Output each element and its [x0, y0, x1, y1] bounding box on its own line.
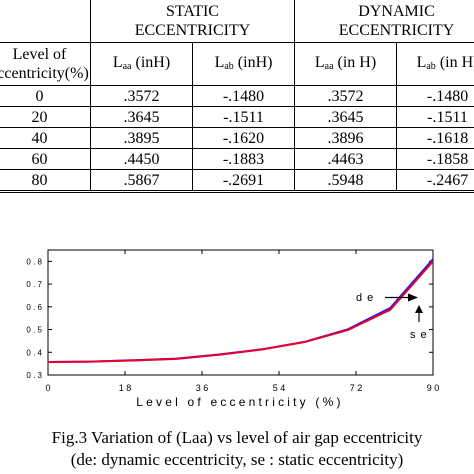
- arrow-se-head: [415, 305, 423, 313]
- dynamic-lab-header: Lab (in H): [396, 42, 474, 86]
- table-group-header-row: STATIC ECCENTRICITY DYNAMIC ECCENTRICITY: [0, 0, 474, 43]
- static-lab-cell: -.1511: [191, 106, 296, 128]
- caption-line-1: Fig.3 Variation of (Laa) vs level of air…: [51, 428, 423, 447]
- table-corner-cell: [0, 0, 91, 43]
- laa-eccentricity-chart: 0 . 3 0 . 4 0 . 5 0 . 6 0 . 7 0 . 8 0 1 8 3 6 5 …: [26, 249, 439, 409]
- dynamic-lab-cell: -.1618: [396, 127, 474, 149]
- table-row: 80 .5867 -.2691 .5948 -.2467: [0, 169, 474, 192]
- dynamic-lab-cell: -.1480: [396, 85, 474, 107]
- figure-caption: Fig.3 Variation of (Laa) vs level of air…: [0, 427, 474, 471]
- level-header-cell: Level of eccentricity(%): [0, 42, 91, 86]
- y-axis: 0 . 3 0 . 4 0 . 5 0 . 6 0 . 7 0 . 8: [26, 257, 433, 380]
- static-lab-header: Lab (inH): [191, 42, 296, 86]
- level-cell: 80: [0, 169, 91, 192]
- static-lab-cell: -.2691: [191, 169, 296, 192]
- series-line-de: [47, 258, 434, 363]
- series-line-se: [47, 260, 434, 363]
- static-laa-cell: .3645: [90, 106, 193, 128]
- static-lab-cell: -.1883: [191, 148, 296, 170]
- static-lab-cell: -.1480: [191, 85, 296, 107]
- y-tick-label: 0 . 5: [26, 326, 42, 335]
- x-axis-label: Level of eccentricity (%): [136, 395, 343, 409]
- dynamic-laa-cell: .5948: [294, 169, 398, 192]
- dynamic-eccentricity-label: DYNAMIC ECCENTRICITY: [338, 3, 455, 39]
- static-eccentricity-label: STATIC ECCENTRICITY: [134, 3, 251, 39]
- static-laa-cell: .3572: [90, 85, 193, 107]
- inductance-table: STATIC ECCENTRICITY DYNAMIC ECCENTRICITY…: [0, 0, 474, 193]
- table-column-header-row: Level of eccentricity(%) Laa (inH) Lab (…: [0, 42, 474, 86]
- laa-symbol: Laa: [112, 53, 132, 72]
- level-cell: 0: [0, 85, 91, 107]
- x-tick-label: 3 6: [196, 383, 209, 393]
- plot-frame: [47, 249, 434, 376]
- dynamic-laa-cell: .4463: [294, 148, 398, 170]
- dynamic-laa-cell: .3572: [294, 85, 398, 107]
- x-tick-label: 9 0: [427, 383, 440, 393]
- annotation-de: d e: [356, 292, 374, 304]
- x-axis: 0 1 8 3 6 5 4 7 2 9 0: [45, 250, 439, 393]
- annotation-se: s e: [410, 329, 428, 341]
- caption-line-2: (de: dynamic eccentricity, se : static e…: [70, 450, 404, 469]
- static-laa-unit: (inH): [135, 53, 171, 71]
- dynamic-lab-cell: -.1858: [396, 148, 474, 170]
- arrow-de-head: [408, 293, 418, 302]
- static-laa-cell: .3895: [90, 127, 193, 149]
- x-tick-label: 0: [45, 383, 50, 393]
- dynamic-laa-header: Laa (in H): [294, 42, 398, 86]
- level-cell: 40: [0, 127, 91, 149]
- x-tick-label: 7 2: [350, 383, 363, 393]
- y-tick-label: 0 . 3: [26, 371, 42, 380]
- static-laa-header: Laa (inH): [90, 42, 193, 86]
- dynamic-laa-unit: (in H): [337, 53, 377, 71]
- series-layer: [47, 258, 434, 363]
- data-table-region: STATIC ECCENTRICITY DYNAMIC ECCENTRICITY…: [0, 0, 474, 210]
- annotations: d e s e: [356, 292, 428, 341]
- y-tick-label: 0 . 6: [26, 303, 42, 312]
- static-lab-cell: -.1620: [191, 127, 296, 149]
- level-cell: 20: [0, 106, 91, 128]
- table-row: 40 .3895 -.1620 .3896 -.1618: [0, 127, 474, 149]
- lab-symbol: Lab: [416, 53, 436, 72]
- y-tick-label: 0 . 8: [26, 257, 42, 266]
- dynamic-lab-cell: -.2467: [396, 169, 474, 192]
- table-row: 60 .4450 -.1883 .4463 -.1858: [0, 148, 474, 170]
- level-header-label: Level of eccentricity(%): [0, 46, 89, 82]
- static-laa-cell: .5867: [90, 169, 193, 192]
- level-cell: 60: [0, 148, 91, 170]
- static-eccentricity-header: STATIC ECCENTRICITY: [89, 0, 296, 43]
- lab-symbol: Lab: [214, 53, 234, 72]
- y-tick-label: 0 . 4: [26, 348, 42, 357]
- dynamic-lab-unit: (in H): [439, 53, 474, 71]
- dynamic-eccentricity-header: DYNAMIC ECCENTRICITY: [294, 0, 474, 43]
- table-row: 0 .3572 -.1480 .3572 -.1480: [0, 85, 474, 107]
- x-tick-label: 1 8: [119, 383, 132, 393]
- x-tick-label: 5 4: [273, 383, 286, 393]
- dynamic-laa-cell: .3645: [294, 106, 398, 128]
- static-laa-cell: .4450: [90, 148, 193, 170]
- table-row: 20 .3645 -.1511 .3645 -.1511: [0, 106, 474, 128]
- laa-symbol: Laa: [314, 53, 334, 72]
- dynamic-laa-cell: .3896: [294, 127, 398, 149]
- static-lab-unit: (inH): [237, 53, 273, 71]
- dynamic-lab-cell: -.1511: [396, 106, 474, 128]
- y-tick-label: 0 . 7: [26, 280, 42, 289]
